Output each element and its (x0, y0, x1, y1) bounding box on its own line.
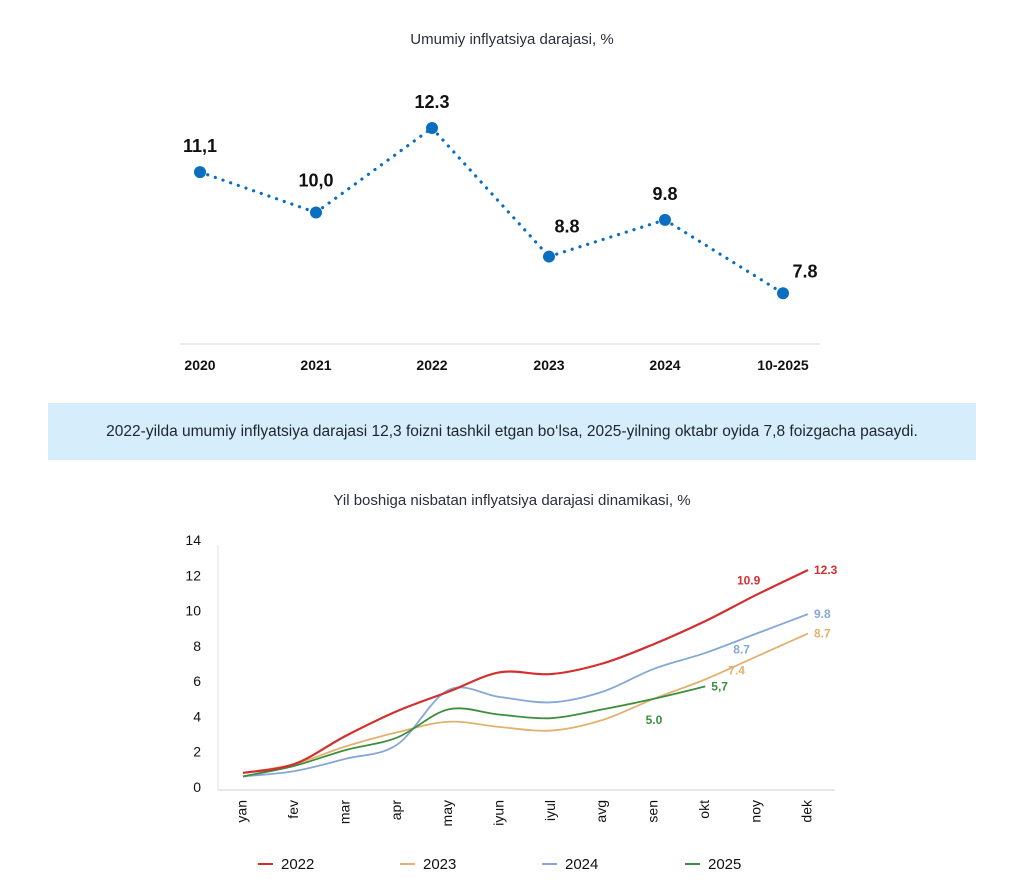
chart1-data-label: 8.8 (554, 217, 579, 237)
legend-item-2025: 2025 (685, 856, 741, 873)
chart2-line-2022 (242, 569, 809, 774)
chart2-x-tick: iyul (542, 800, 558, 821)
chart2-y-tick: 6 (193, 673, 201, 689)
chart2-y-tick: 0 (193, 779, 201, 795)
chart2-x-tick: noy (747, 800, 763, 823)
chart1-point (777, 287, 789, 300)
chart2-data-label: 5,7 (711, 679, 728, 693)
chart2-data-label: 8.7 (733, 643, 750, 657)
legend-item-2022: 2022 (258, 856, 314, 873)
chart1-line-segment (663, 218, 785, 295)
chart2-y-tick: 4 (193, 708, 201, 724)
chart1-line-segment (430, 126, 551, 259)
chart2-line-2025 (242, 685, 706, 778)
chart2-x-tick: sen (645, 800, 661, 823)
chart2-data-label: 8.7 (814, 627, 831, 641)
chart1-x-tick: 2022 (416, 357, 447, 373)
summary-banner: 2022-yilda umumiy inflyatsiya darajasi 1… (48, 403, 976, 460)
chart2-data-label: 12.3 (814, 563, 838, 577)
chart1-x-tick: 2023 (533, 357, 564, 373)
chart1-x-tick: 10-2025 (757, 357, 809, 373)
chart2-data-label: 5.0 (646, 713, 663, 727)
chart2-line-2024 (242, 613, 809, 778)
chart1-point (543, 250, 555, 263)
chart2-x-tick: apr (388, 800, 404, 821)
chart1-svg: 11,1 10,0 12.3 8.8 9.8 7.8 2020 2021 2022 2023 20… (180, 92, 820, 373)
summary-text: 2022-yilda umumiy inflyatsiya darajasi 1… (106, 422, 918, 440)
chart1-data-label: 7.8 (792, 261, 817, 281)
chart1-x-tick: 2024 (649, 357, 680, 373)
chart1-title: Umumiy inflyatsiya darajasi, % (410, 31, 614, 48)
chart2-y-tick: 10 (185, 603, 201, 619)
chart1-data-label: 9.8 (652, 184, 677, 204)
chart2-x-tick: may (439, 800, 455, 826)
chart1-point (194, 166, 206, 179)
chart1-data-label: 12.3 (414, 92, 449, 112)
chart2-x-tick: yan (234, 800, 250, 823)
chart2-y-tick: 12 (185, 567, 201, 583)
chart1-x-tick: 2020 (184, 357, 215, 373)
legend-item-2024: 2024 (542, 856, 598, 873)
chart2-x-tick: avg (593, 800, 609, 823)
chart2-y-tick: 2 (193, 744, 201, 760)
chart2-x-tick: mar (336, 800, 352, 824)
chart2-y-tick: 8 (193, 638, 201, 654)
legend-label: 2023 (423, 856, 456, 873)
chart2-x-tick: okt (696, 800, 712, 819)
chart1-point (426, 122, 438, 135)
chart1-x-tick: 2021 (300, 357, 331, 373)
chart2-data-label: 9.8 (814, 607, 831, 621)
chart2-title: Yil boshiga nisbatan inflyatsiya darajas… (333, 492, 691, 509)
chart2-y-tick: 14 (185, 532, 201, 548)
chart1-point (310, 206, 322, 219)
chart1-data-label: 10,0 (298, 171, 333, 191)
chart2-x-tick: dek (799, 799, 815, 823)
legend-label: 2022 (281, 856, 314, 873)
legend-label: 2024 (565, 856, 598, 873)
chart2-data-label: 10.9 (737, 574, 761, 588)
chart2-line-2023 (242, 632, 809, 774)
legend-label: 2025 (708, 856, 741, 873)
chart1-data-label: 11,1 (183, 136, 217, 156)
chart2-x-tick: fev (285, 800, 301, 819)
chart1-point (659, 213, 671, 226)
legend-item-2023: 2023 (400, 856, 456, 873)
chart2-x-tick: iyun (491, 800, 507, 826)
chart2-data-label: 7.4 (728, 663, 745, 677)
chart1-line-segment (314, 126, 434, 215)
